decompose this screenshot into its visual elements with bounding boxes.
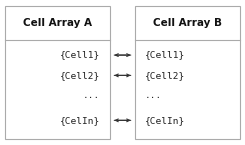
Text: {CelIn}: {CelIn} [145,116,185,125]
Text: {Cell1}: {Cell1} [145,51,185,60]
Text: {CelIn}: {CelIn} [60,116,100,125]
Text: {Cell2}: {Cell2} [145,71,185,80]
Bar [135,6,240,139]
Text: Cell Array B: Cell Array B [153,18,222,28]
Bar [5,6,110,139]
Text: {Cell2}: {Cell2} [60,71,100,80]
Text: Cell Array A: Cell Array A [23,18,92,28]
Text: ...: ... [83,91,100,100]
Text: {Cell1}: {Cell1} [60,51,100,60]
Text: ...: ... [145,91,162,100]
